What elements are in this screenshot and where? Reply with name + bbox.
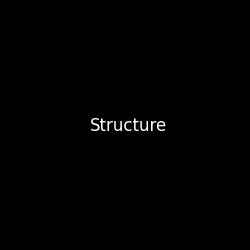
Text: Structure: Structure [90, 117, 167, 135]
